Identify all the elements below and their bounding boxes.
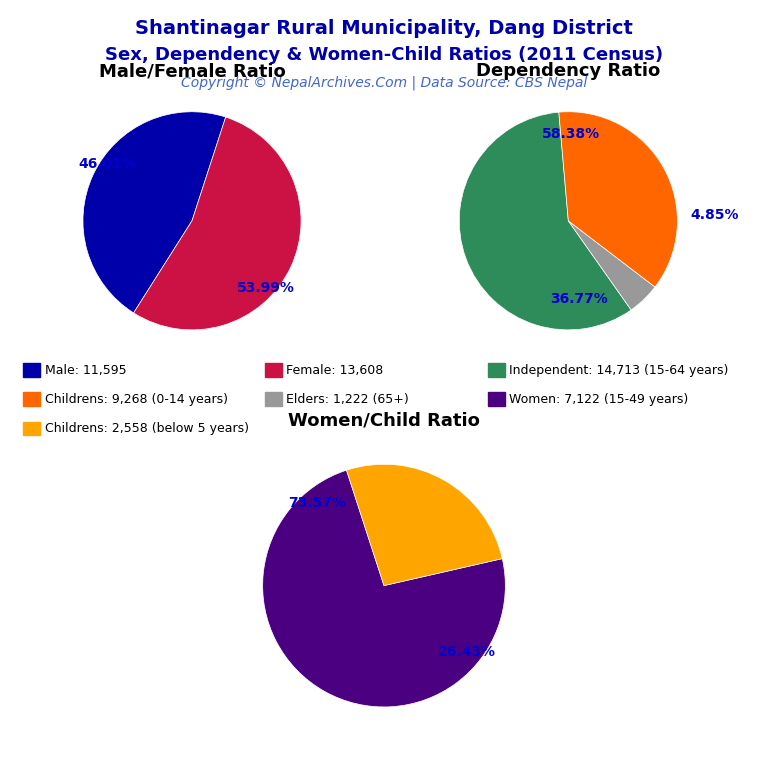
Text: 46.01%: 46.01% (78, 157, 136, 171)
Text: Female: 13,608: Female: 13,608 (286, 364, 384, 376)
Text: Childrens: 2,558 (below 5 years): Childrens: 2,558 (below 5 years) (45, 422, 249, 435)
Text: Sex, Dependency & Women-Child Ratios (2011 Census): Sex, Dependency & Women-Child Ratios (20… (105, 46, 663, 64)
Text: 4.85%: 4.85% (690, 208, 739, 223)
Text: 58.38%: 58.38% (541, 127, 600, 141)
Text: Childrens: 9,268 (0-14 years): Childrens: 9,268 (0-14 years) (45, 393, 227, 406)
Text: Independent: 14,713 (15-64 years): Independent: 14,713 (15-64 years) (509, 364, 729, 376)
Text: Copyright © NepalArchives.Com | Data Source: CBS Nepal: Copyright © NepalArchives.Com | Data Sou… (181, 75, 587, 90)
Text: 53.99%: 53.99% (237, 281, 295, 296)
Text: Shantinagar Rural Municipality, Dang District: Shantinagar Rural Municipality, Dang Dis… (135, 19, 633, 38)
Title: Women/Child Ratio: Women/Child Ratio (288, 412, 480, 429)
Wedge shape (134, 117, 301, 329)
Wedge shape (83, 112, 226, 313)
Text: 36.77%: 36.77% (551, 293, 608, 306)
Title: Male/Female Ratio: Male/Female Ratio (98, 62, 286, 80)
Wedge shape (346, 465, 502, 585)
Wedge shape (568, 221, 655, 310)
Text: Elders: 1,222 (65+): Elders: 1,222 (65+) (286, 393, 409, 406)
Text: Male: 11,595: Male: 11,595 (45, 364, 126, 376)
Text: 73.57%: 73.57% (288, 496, 346, 510)
Title: Dependency Ratio: Dependency Ratio (476, 62, 660, 80)
Text: 26.43%: 26.43% (438, 645, 495, 660)
Wedge shape (559, 112, 677, 287)
Wedge shape (459, 112, 631, 329)
Text: Women: 7,122 (15-49 years): Women: 7,122 (15-49 years) (509, 393, 688, 406)
Wedge shape (263, 470, 505, 707)
